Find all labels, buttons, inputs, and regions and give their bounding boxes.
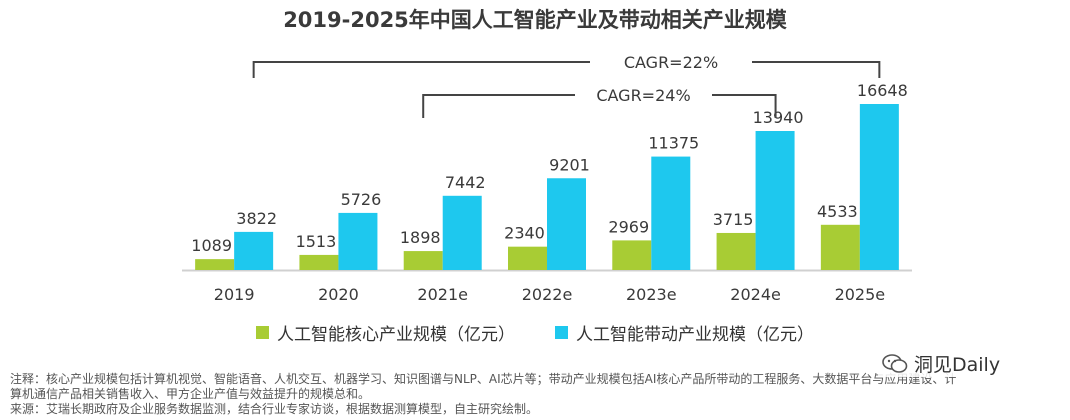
- data-label-core-2020: 1513: [296, 232, 337, 251]
- bar-core-2023e: [612, 240, 652, 270]
- cagr-bracket-left-0: [252, 61, 590, 78]
- legend-item-core: 人工智能核心产业规模（亿元）: [256, 320, 515, 345]
- data-label-core-2019: 1089: [191, 236, 232, 255]
- bar-driven-2019: [234, 231, 274, 270]
- bar-driven-2023e: [651, 156, 691, 270]
- chart-notes: 注释：核心产业规模包括计算机视觉、智能语音、人机交互、机器学习、知识图谱与NLP…: [10, 372, 1065, 417]
- legend-label-driven: 人工智能带动产业规模（亿元）: [576, 325, 814, 345]
- chart-title: 2019-2025年中国人工智能产业及带动相关产业规模: [283, 8, 787, 32]
- bar-core-2020: [299, 254, 339, 270]
- data-label-driven-2021e: 7442: [445, 173, 486, 192]
- watermark-text: 洞见Daily: [914, 354, 1001, 376]
- data-label-driven-2020: 5726: [341, 190, 382, 209]
- watermark: 洞见Daily: [878, 350, 1005, 377]
- cagr-bracket-right-1: [712, 94, 777, 118]
- bar-driven-2021e: [442, 195, 482, 270]
- cagr-bracket-left-1: [422, 94, 575, 118]
- x-tick-label-2022e: 2022e: [522, 285, 573, 304]
- data-label-driven-2025e: 16648: [857, 81, 908, 100]
- data-label-core-2021e: 1898: [400, 228, 441, 247]
- bar-core-2019: [195, 259, 235, 270]
- data-label-core-2022e: 2340: [504, 224, 545, 243]
- data-label-core-2024e: 3715: [713, 210, 754, 229]
- bar-core-2022e: [508, 246, 547, 270]
- cagr-label-0: CAGR=22%: [624, 53, 718, 72]
- bar-core-2021e: [403, 251, 443, 270]
- bar-core-2024e: [716, 232, 756, 270]
- bar-driven-2020: [338, 212, 378, 270]
- note-line-2: 算机通信产品相关销售收入、甲方企业产值与效益提升的规模总和。: [10, 387, 371, 401]
- x-tick-label-2020: 2020: [318, 285, 359, 304]
- bar-driven-2022e: [547, 178, 586, 270]
- data-label-core-2023e: 2969: [608, 217, 649, 236]
- bar-driven-2025e: [859, 104, 899, 270]
- data-label-driven-2024e: 13940: [753, 108, 804, 127]
- wechat-icon: [882, 353, 908, 373]
- data-label-core-2025e: 4533: [817, 202, 858, 221]
- legend-item-driven: 人工智能带动产业规模（亿元）: [555, 320, 814, 345]
- x-tick-label-2019: 2019: [214, 285, 255, 304]
- chart-legend: 人工智能核心产业规模（亿元） 人工智能带动产业规模（亿元）: [0, 320, 1070, 345]
- x-tick-label-2024e: 2024e: [730, 285, 781, 304]
- x-tick-label-2025e: 2025e: [835, 285, 886, 304]
- legend-label-core: 人工智能核心产业规模（亿元）: [277, 325, 515, 345]
- data-label-driven-2023e: 11375: [648, 134, 699, 153]
- legend-swatch-driven: [555, 326, 568, 339]
- cagr-label-1: CAGR=24%: [596, 86, 690, 105]
- cagr-bracket-right-0: [752, 61, 881, 78]
- source-line: 来源：艾瑞长期政府及企业服务数据监测，结合行业专家访谈，根据数据测算模型，自主研…: [10, 402, 539, 416]
- bar-driven-2024e: [755, 131, 795, 270]
- data-label-driven-2022e: 9201: [549, 155, 590, 174]
- legend-swatch-core: [256, 326, 269, 339]
- x-tick-label-2023e: 2023e: [626, 285, 677, 304]
- data-label-driven-2019: 3822: [236, 209, 277, 228]
- note-line-1: 注释：核心产业规模包括计算机视觉、智能语音、人机交互、机器学习、知识图谱与NLP…: [10, 372, 957, 386]
- x-tick-label-2021e: 2021e: [417, 285, 468, 304]
- bar-core-2025e: [820, 224, 860, 270]
